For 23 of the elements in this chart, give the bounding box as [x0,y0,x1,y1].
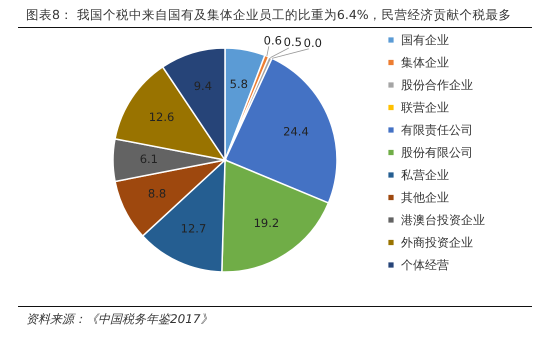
legend-label: 集体企业 [401,56,449,70]
legend-label: 港澳台投资企业 [401,213,485,227]
text: 0.0 [304,36,322,50]
legend-label: 个体经营 [401,258,449,272]
data-label: 12.7 [180,221,206,236]
legend-label: 外商投资企业 [401,236,473,250]
legend-label: 联营企业 [401,100,449,114]
text: 资料来源：《中国税务年鉴2017》 [18,306,532,332]
legend-label: 其他企业 [401,190,449,204]
legend-label: 国有企业 [401,33,449,47]
data-label: 0.5 [284,34,302,49]
legend-label: 有限责任公司 [401,123,473,137]
data-label: 6.1 [140,152,158,166]
data-label: 8.8 [148,186,166,200]
legend-label: 私营企业 [401,168,449,182]
data-label: 24.4 [283,124,309,138]
data-label: 12.6 [148,110,174,124]
data-label: 9.4 [194,79,212,94]
legend-label: 股份合作企业 [401,78,473,92]
legend-label: 股份有限公司 [401,146,473,160]
chart-title: 图表8： 我国个税中来自国有及集体企业员工的比重为6.4%，民营经济贡献个税最多 [18,6,532,28]
data-label: 19.2 [254,216,280,230]
data-label: 0.6 [264,33,282,48]
